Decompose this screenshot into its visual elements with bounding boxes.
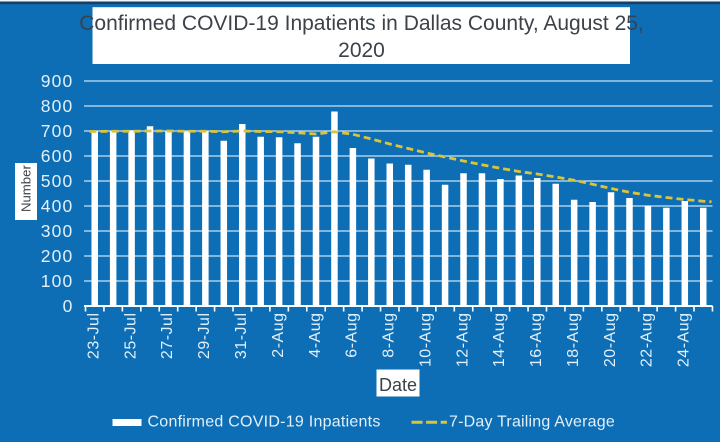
- svg-text:4-Aug: 4-Aug: [307, 313, 324, 358]
- svg-text:500: 500: [41, 171, 74, 191]
- svg-text:23-Jul: 23-Jul: [85, 313, 102, 360]
- svg-text:10-Aug: 10-Aug: [417, 313, 434, 368]
- svg-text:8-Aug: 8-Aug: [381, 313, 398, 358]
- svg-text:2020: 2020: [338, 39, 385, 62]
- svg-text:7-Day Trailing Average: 7-Day Trailing Average: [449, 413, 615, 430]
- svg-text:400: 400: [41, 196, 74, 216]
- svg-text:29-Jul: 29-Jul: [196, 313, 213, 360]
- svg-text:100: 100: [41, 271, 74, 291]
- svg-text:0: 0: [63, 296, 74, 316]
- svg-text:18-Aug: 18-Aug: [565, 313, 582, 368]
- svg-text:600: 600: [41, 146, 74, 166]
- svg-text:12-Aug: 12-Aug: [454, 313, 471, 368]
- svg-text:14-Aug: 14-Aug: [491, 313, 508, 368]
- svg-text:2-Aug: 2-Aug: [270, 313, 287, 358]
- svg-text:200: 200: [41, 246, 74, 266]
- svg-text:Confirmed COVID-19 Inpatients: Confirmed COVID-19 Inpatients: [148, 413, 381, 430]
- svg-text:900: 900: [41, 71, 74, 91]
- svg-text:31-Jul: 31-Jul: [233, 313, 250, 360]
- svg-text:6-Aug: 6-Aug: [344, 313, 361, 358]
- svg-text:24-Aug: 24-Aug: [676, 313, 693, 368]
- svg-text:22-Aug: 22-Aug: [639, 313, 656, 368]
- svg-text:700: 700: [41, 121, 74, 141]
- svg-text:20-Aug: 20-Aug: [602, 313, 619, 368]
- svg-text:Number: Number: [19, 165, 34, 213]
- svg-text:800: 800: [41, 96, 74, 116]
- svg-text:25-Jul: 25-Jul: [122, 313, 139, 360]
- svg-text:300: 300: [41, 221, 74, 241]
- svg-text:Confirmed COVID-19 Inpatients: Confirmed COVID-19 Inpatients in Dallas …: [79, 12, 644, 35]
- svg-text:27-Jul: 27-Jul: [159, 313, 176, 360]
- svg-text:16-Aug: 16-Aug: [528, 313, 545, 368]
- svg-text:Date: Date: [379, 375, 417, 395]
